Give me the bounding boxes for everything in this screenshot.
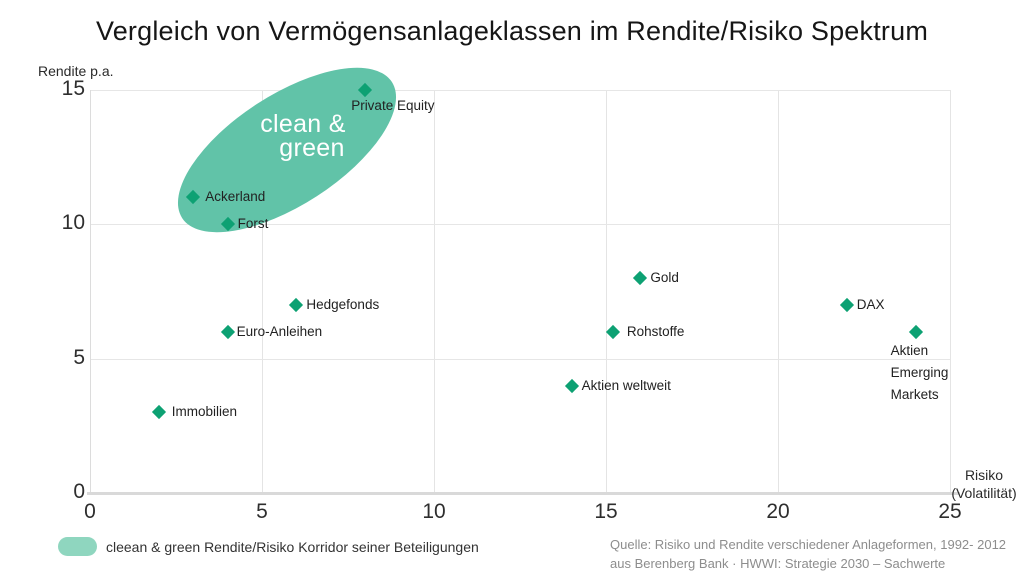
chart-title: Vergleich von Vermögensanlageklassen im … xyxy=(95,16,929,46)
point-label: Private Equity xyxy=(351,98,435,113)
gridline-vertical xyxy=(606,90,607,493)
gridline-vertical xyxy=(950,90,951,493)
y-axis-line xyxy=(90,90,91,493)
diamond-marker-icon xyxy=(839,297,854,312)
diamond-marker-icon xyxy=(605,324,620,339)
source-line2: aus Berenberg Bank · HWWI: Strategie 203… xyxy=(610,555,946,571)
diamond-marker-icon xyxy=(564,378,579,393)
x-axis-label-line1: Risiko xyxy=(964,467,1004,483)
point-label: Rohstoffe xyxy=(626,323,685,339)
x-tick-label: 20 xyxy=(766,500,790,523)
x-axis-line xyxy=(87,492,960,495)
source-note: Quelle: Risiko und Rendite verschiedener… xyxy=(610,536,1006,573)
diamond-marker-icon xyxy=(908,324,923,339)
gridline-vertical xyxy=(434,90,435,493)
y-tick-label: 15 xyxy=(61,77,85,100)
point-label: Hedgefonds xyxy=(306,296,380,312)
gridline-horizontal xyxy=(90,90,950,91)
clean-green-logo-line2: green xyxy=(279,134,345,162)
x-axis-label-line2: (Volatilität) xyxy=(951,485,1017,501)
point-label: DAX xyxy=(856,296,885,312)
legend-label: cleean & green Rendite/Risiko Korridor s… xyxy=(106,538,479,555)
source-line1: Quelle: Risiko und Rendite verschiedener… xyxy=(610,537,1007,552)
x-axis-label: Risiko (Volatilität) xyxy=(944,466,1024,502)
point-label: Gold xyxy=(650,270,679,286)
x-tick-label: 25 xyxy=(938,500,962,523)
point-label: Aktien Emerging Markets xyxy=(890,342,949,402)
x-tick-label: 5 xyxy=(256,500,268,523)
clean-green-logo-line1: clean & xyxy=(260,110,346,138)
point-label: Euro-Anleihen xyxy=(236,323,323,339)
y-tick-label: 0 xyxy=(73,480,85,503)
diamond-marker-icon xyxy=(220,324,235,339)
gridline-vertical xyxy=(778,90,779,493)
y-axis-label: Rendite p.a. xyxy=(38,63,114,79)
diamond-marker-icon xyxy=(633,270,648,286)
gridline-horizontal xyxy=(90,358,950,360)
point-label: Forst xyxy=(237,216,269,232)
gridline-vertical xyxy=(262,90,263,493)
point-label: Ackerland xyxy=(205,189,266,205)
legend-ellipse-icon xyxy=(58,537,97,556)
x-tick-label: 0 xyxy=(84,500,96,523)
point-label: Aktien weltweit xyxy=(581,377,671,393)
diamond-marker-icon xyxy=(151,405,166,420)
diamond-marker-icon xyxy=(289,297,304,312)
y-tick-label: 5 xyxy=(73,345,85,369)
gridline-horizontal xyxy=(90,224,950,226)
legend: cleean & green Rendite/Risiko Korridor s… xyxy=(58,537,479,556)
x-tick-label: 15 xyxy=(594,500,618,523)
y-tick-label: 10 xyxy=(61,211,85,235)
point-label: Immobilien xyxy=(171,404,238,420)
x-tick-label: 10 xyxy=(422,500,446,523)
